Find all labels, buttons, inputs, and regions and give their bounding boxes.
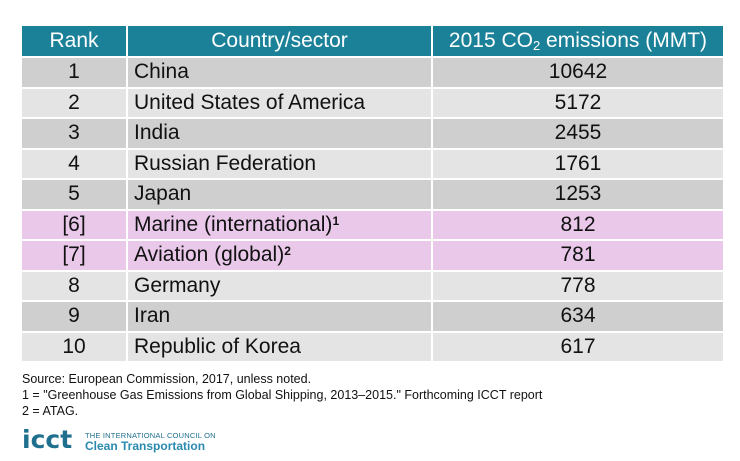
header-rank: Rank [22,26,128,56]
country-name: Germany [134,273,221,297]
table-row: [6] Marine (international)1 812 [22,210,723,239]
country-cell: United States of America [128,88,433,117]
table-row: 3 India 2455 [22,119,723,148]
footnote-marker: 2 [284,244,291,259]
rank-cell: 9 [22,302,128,331]
country-name: Aviation (global) [134,243,285,267]
emissions-cell: 781 [433,241,723,270]
rank-cell: 1 [22,58,128,87]
country-cell: Germany [128,271,433,300]
header-emissions-post: emissions (MMT) [540,29,708,52]
emissions-cell: 617 [433,332,723,361]
footnote-1: 1 = "Greenhouse Gas Emissions from Globa… [22,388,543,402]
emissions-table: Rank Country/sector 2015 CO2 emissions (… [22,24,723,363]
rank-cell: [6] [22,210,128,239]
footnote-2: 2 = ATAG. [22,404,79,418]
table-row: [7] Aviation (global)2 781 [22,241,723,270]
table-row: 9 Iran 634 [22,302,723,331]
rank-cell: 3 [22,119,128,148]
rank-cell: [7] [22,241,128,270]
header-emissions-sub: 2 [532,38,541,53]
country-name: Marine (international) [134,212,333,236]
emissions-cell: 634 [433,302,723,331]
emissions-cell: 812 [433,210,723,239]
country-cell: Republic of Korea [128,332,433,361]
country-name: United States of America [134,90,366,114]
country-cell: Aviation (global)2 [128,241,433,270]
table-row: 4 Russian Federation 1761 [22,149,723,178]
country-cell: Japan [128,180,433,209]
rank-cell: 4 [22,149,128,178]
header-emissions: 2015 CO2 emissions (MMT) [433,26,723,56]
emissions-cell: 5172 [433,88,723,117]
emissions-cell: 10642 [433,58,723,87]
rank-cell: 2 [22,88,128,117]
header-emissions-pre: 2015 CO [448,29,533,52]
rank-cell: 8 [22,271,128,300]
table-row: 8 Germany 778 [22,271,723,300]
source-note: Source: European Commission, 2017, unles… [22,372,312,386]
country-name: India [134,121,180,145]
country-name: Iran [134,304,171,328]
emissions-cell: 2455 [433,119,723,148]
country-name: Japan [134,182,192,206]
footnotes: Source: European Commission, 2017, unles… [22,371,542,419]
country-cell: India [128,119,433,148]
emissions-cell: 778 [433,271,723,300]
table-row: 10 Republic of Korea 617 [22,332,723,361]
header-country: Country/sector [128,26,433,56]
logo-line-2: Clean Transportation [85,439,206,453]
footnote-marker: 1 [332,213,340,228]
country-name: Republic of Korea [134,334,301,358]
country-cell: China [128,58,433,87]
country-cell: Iran [128,302,433,331]
emissions-cell: 1253 [433,180,723,209]
table-row: 1 China 10642 [22,58,723,87]
country-name: China [134,60,189,84]
table-header-row: Rank Country/sector 2015 CO2 emissions (… [22,26,723,56]
table-body: 1 China 10642 2 United States of America 5172… [22,58,723,361]
logo-mark: icct [22,425,73,454]
country-cell: Marine (international)1 [128,210,433,239]
rank-cell: 5 [22,180,128,209]
emissions-cell: 1761 [433,149,723,178]
country-cell: Russian Federation [128,149,433,178]
rank-cell: 10 [22,332,128,361]
table-row: 5 Japan 1253 [22,180,723,209]
country-name: Russian Federation [134,151,317,175]
table-row: 2 United States of America 5172 [22,88,723,117]
logo-line-1: THE INTERNATIONAL COUNCIL ON [85,431,216,440]
